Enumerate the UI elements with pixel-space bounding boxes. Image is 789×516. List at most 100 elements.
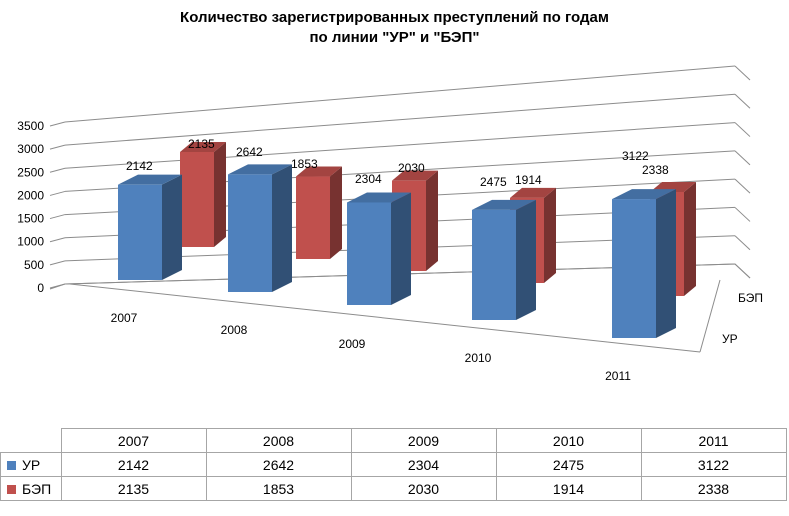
gridline-side (49, 121, 66, 127)
table-corner-cell (0, 428, 62, 453)
bar-ur (612, 189, 676, 338)
bar-bep-front (180, 151, 214, 247)
y-tick-label: 3500 (17, 119, 44, 133)
table-header-row: 2007 2008 2009 2010 2011 (0, 428, 787, 453)
bar-bep-value-label: 2135 (188, 137, 215, 151)
bar-ur-side (162, 174, 182, 280)
x-tick-label: 2009 (339, 337, 366, 351)
bar-bep (180, 141, 226, 247)
y-tick-label: 500 (24, 258, 44, 272)
table-cell: 3122 (640, 452, 787, 477)
bar-ur-front (472, 209, 516, 320)
table-header-cell: 2007 (60, 428, 207, 453)
gridline (64, 122, 736, 169)
gridline-side (49, 167, 66, 173)
gridline-side (49, 237, 66, 243)
gridline-side (49, 214, 66, 220)
bar-ur-top (118, 174, 182, 185)
bar-ur-value-label: 2642 (236, 145, 263, 159)
y-tick-label: 3000 (17, 142, 44, 156)
x-tick-label: 2008 (221, 323, 248, 337)
bar-bep-value-label: 2030 (398, 161, 425, 175)
chart-plot: 0 500 1000 1500 2000 2500 3000 3500 УР БЭП 2135 185… (17, 65, 763, 383)
y-tick-label: 2500 (17, 165, 44, 179)
table-cell: 2642 (205, 452, 352, 477)
table-header-cell: 2010 (495, 428, 642, 453)
legend-key-bep (7, 484, 16, 494)
bar-bep-side (214, 141, 226, 247)
bar-ur-value-label: 3122 (622, 149, 649, 163)
table-header-cell: 2011 (640, 428, 787, 453)
table-header-cell: 2008 (205, 428, 352, 453)
gridline-right (734, 93, 751, 109)
table-cell: 2338 (640, 476, 787, 501)
table-cell: 2030 (350, 476, 497, 501)
bar-ur (347, 192, 411, 305)
table-cell: 2304 (350, 452, 497, 477)
bar-ur-top (612, 189, 676, 200)
x-tick-label: 2007 (111, 311, 138, 325)
y-tick-label: 2000 (17, 188, 44, 202)
bar-bep-value-label: 1914 (515, 173, 542, 187)
y-tick-label: 1000 (17, 235, 44, 249)
bar-bep-side (544, 187, 556, 283)
bar-ur (228, 164, 292, 292)
table-header-cell: 2009 (350, 428, 497, 453)
table-row: УР 2142 2642 2304 2475 3122 (0, 452, 787, 477)
chart-title-line-1: Количество зарегистрированных преступлен… (180, 9, 609, 26)
bar-ur-front (612, 199, 656, 338)
table-cell: 2475 (495, 452, 642, 477)
bar-ur-top (472, 199, 536, 210)
bar-bep-top (180, 141, 226, 152)
bar-bep-side (330, 166, 342, 259)
gridline-right (734, 150, 751, 166)
table-cell: 2142 (60, 452, 207, 477)
depth-axis-label-bep: БЭП (738, 291, 763, 305)
gridline-right (734, 235, 751, 251)
bar-bep-top (296, 166, 342, 177)
gridline-right (734, 122, 751, 137)
x-tick-label: 2011 (605, 369, 631, 383)
bar-ur-side (391, 192, 411, 305)
y-tick-label: 0 (37, 281, 44, 295)
bar-bep-front (296, 176, 330, 259)
bar-bep-top (510, 187, 556, 198)
table-cell: 2135 (60, 476, 207, 501)
gridline-right (734, 65, 751, 81)
chart-title: Количество зарегистрированных преступлен… (0, 8, 789, 48)
chart-title-line-2: по линии "УР" и "БЭП" (309, 29, 480, 46)
legend-key-ur (7, 460, 16, 470)
bar-ur-front (118, 184, 162, 280)
table-series-label-bep: БЭП (0, 476, 62, 501)
bar-ur-value-label: 2142 (126, 159, 153, 173)
bar-ur-value-label: 2475 (480, 175, 507, 189)
bar-bep-side (426, 170, 438, 271)
bar-ur-value-label: 2304 (355, 172, 382, 186)
bar-ur-top (347, 192, 411, 203)
depth-axis-line (699, 279, 721, 353)
table-cell: 1853 (205, 476, 352, 501)
bar-ur-top (228, 164, 292, 175)
legend-label-ur: УР (22, 456, 41, 473)
x-axis-line (69, 283, 701, 353)
gridline-right (734, 178, 751, 194)
table-row: БЭП 2135 1853 2030 1914 2338 (0, 476, 787, 501)
legend-label-bep: БЭП (22, 480, 52, 497)
gridline (64, 65, 736, 123)
table-series-label-ur: УР (0, 452, 62, 477)
bar-ur (472, 199, 536, 320)
bar-ur-front (228, 174, 272, 292)
bar-bep-top (392, 170, 438, 181)
bar-bep-value-label: 2338 (642, 163, 669, 177)
x-tick-label: 2010 (465, 351, 492, 365)
bar-bep-side (684, 181, 696, 296)
bar-bep (296, 166, 342, 259)
gridline-side (49, 190, 66, 196)
table-cell: 1914 (495, 476, 642, 501)
gridline (64, 93, 736, 146)
bar-ur-side (272, 164, 292, 292)
gridline-side (49, 144, 66, 150)
y-tick-label: 1500 (17, 212, 44, 226)
gridline-right (734, 207, 751, 222)
bar-ur-side (656, 189, 676, 338)
